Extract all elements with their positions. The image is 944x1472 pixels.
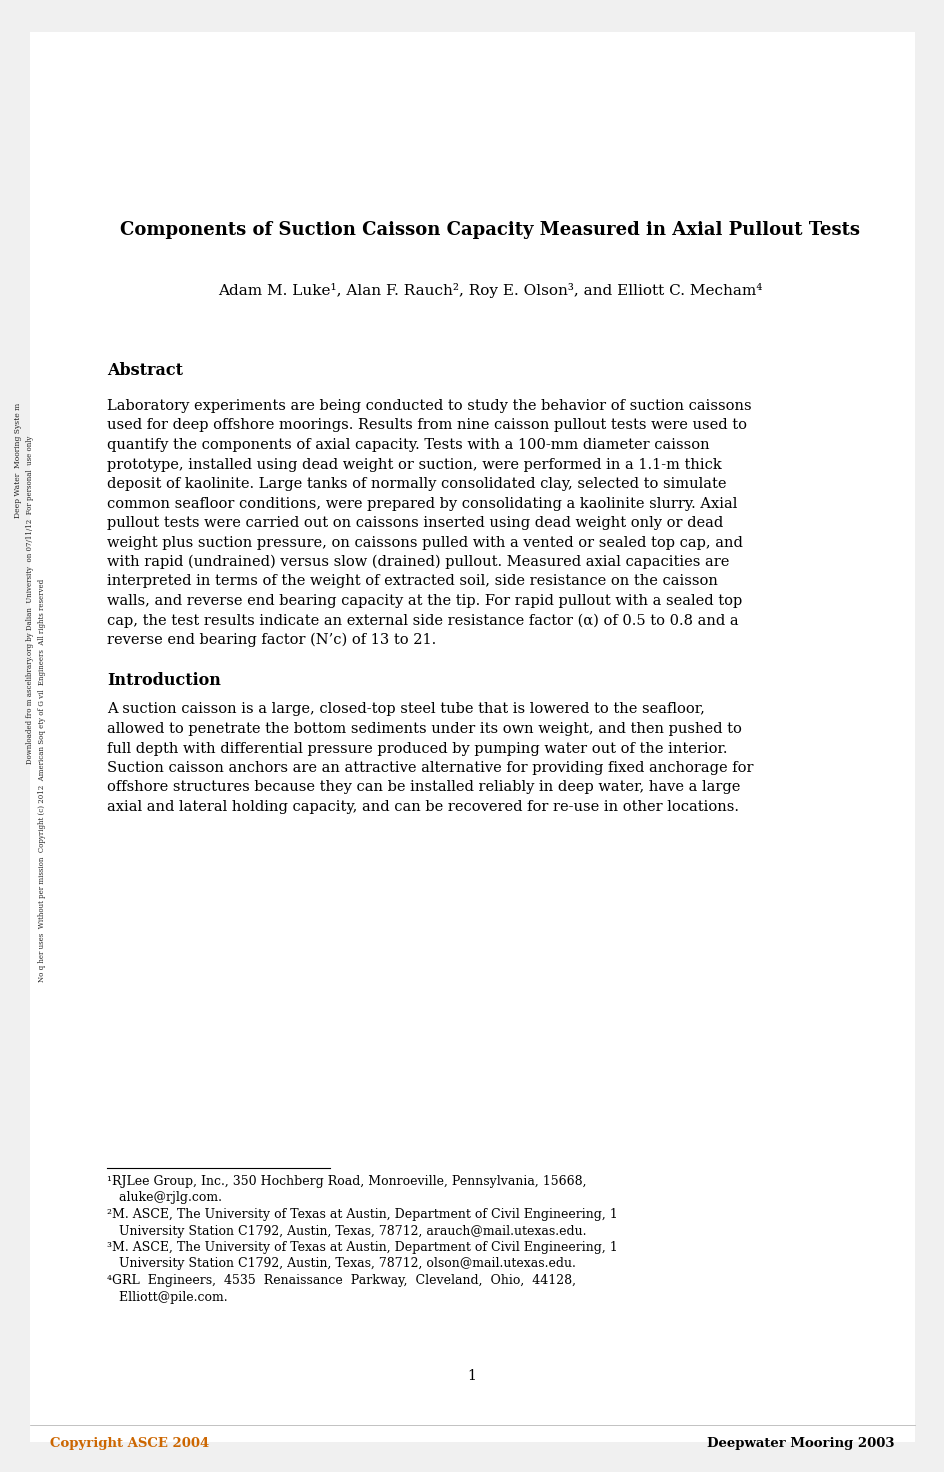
Text: University Station C1792, Austin, Texas, 78712, olson@mail.utexas.edu.: University Station C1792, Austin, Texas,… [107,1257,575,1270]
Text: Suction caisson anchors are an attractive alternative for providing fixed anchor: Suction caisson anchors are an attractiv… [107,761,752,774]
Text: walls, and reverse end bearing capacity at the tip. For rapid pullout with a sea: walls, and reverse end bearing capacity … [107,595,741,608]
Text: with rapid (undrained) versus slow (drained) pullout. Measured axial capacities : with rapid (undrained) versus slow (drai… [107,555,729,570]
Text: common seafloor conditions, were prepared by consolidating a kaolinite slurry. A: common seafloor conditions, were prepare… [107,496,736,511]
Text: ³M. ASCE, The University of Texas at Austin, Department of Civil Engineering, 1: ³M. ASCE, The University of Texas at Aus… [107,1241,617,1254]
Text: full depth with differential pressure produced by pumping water out of the inter: full depth with differential pressure pr… [107,742,727,755]
Text: deposit of kaolinite. Large tanks of normally consolidated clay, selected to sim: deposit of kaolinite. Large tanks of nor… [107,477,726,492]
Text: interpreted in terms of the weight of extracted soil, side resistance on the cai: interpreted in terms of the weight of ex… [107,574,717,589]
Text: ²M. ASCE, The University of Texas at Austin, Department of Civil Engineering, 1: ²M. ASCE, The University of Texas at Aus… [107,1209,617,1220]
Text: cap, the test results indicate an external side resistance factor (α) of 0.5 to : cap, the test results indicate an extern… [107,614,738,627]
Text: ¹RJLee Group, Inc., 350 Hochberg Road, Monroeville, Pennsylvania, 15668,: ¹RJLee Group, Inc., 350 Hochberg Road, M… [107,1175,586,1188]
Text: A suction caisson is a large, closed-top steel tube that is lowered to the seafl: A suction caisson is a large, closed-top… [107,702,704,717]
Text: used for deep offshore moorings. Results from nine caisson pullout tests were us: used for deep offshore moorings. Results… [107,418,746,433]
Text: Deepwater Mooring 2003: Deepwater Mooring 2003 [707,1437,894,1450]
Text: quantify the components of axial capacity. Tests with a 100-mm diameter caisson: quantify the components of axial capacit… [107,439,709,452]
Text: reverse end bearing factor (N’c) of 13 to 21.: reverse end bearing factor (N’c) of 13 t… [107,633,436,648]
Text: Introduction: Introduction [107,673,221,689]
Text: Copyright ASCE 2004: Copyright ASCE 2004 [50,1437,209,1450]
Text: Elliott@pile.com.: Elliott@pile.com. [107,1291,228,1304]
Text: aluke@rjlg.com.: aluke@rjlg.com. [107,1191,222,1204]
Text: Adam M. Luke¹, Alan F. Rauch², Roy E. Olson³, and Elliott C. Mecham⁴: Adam M. Luke¹, Alan F. Rauch², Roy E. Ol… [217,283,762,297]
Text: Laboratory experiments are being conducted to study the behavior of suction cais: Laboratory experiments are being conduct… [107,399,750,414]
Text: Downloaded fro m ascelibrary.org by Dalian  University  on 07/11/12  For persona: Downloaded fro m ascelibrary.org by Dali… [26,436,34,764]
Text: Components of Suction Caisson Capacity Measured in Axial Pullout Tests: Components of Suction Caisson Capacity M… [120,221,859,238]
Text: pullout tests were carried out on caissons inserted using dead weight only or de: pullout tests were carried out on caisso… [107,517,722,530]
Text: ⁴GRL  Engineers,  4535  Renaissance  Parkway,  Cleveland,  Ohio,  44128,: ⁴GRL Engineers, 4535 Renaissance Parkway… [107,1273,576,1287]
Text: offshore structures because they can be installed reliably in deep water, have a: offshore structures because they can be … [107,780,739,795]
Text: prototype, installed using dead weight or suction, were performed in a 1.1-m thi: prototype, installed using dead weight o… [107,458,721,471]
Text: weight plus suction pressure, on caissons pulled with a vented or sealed top cap: weight plus suction pressure, on caisson… [107,536,742,549]
Text: 1: 1 [467,1369,476,1384]
Text: axial and lateral holding capacity, and can be recovered for re-use in other loc: axial and lateral holding capacity, and … [107,799,738,814]
Text: University Station C1792, Austin, Texas, 78712, arauch@mail.utexas.edu.: University Station C1792, Austin, Texas,… [107,1225,586,1238]
Text: Abstract: Abstract [107,362,183,378]
Text: No q her uses  Without per mission  Copyright (c) 2012  American Soq ety of G vi: No q her uses Without per mission Copyri… [38,578,46,982]
Text: allowed to penetrate the bottom sediments under its own weight, and then pushed : allowed to penetrate the bottom sediment… [107,721,741,736]
Text: Deep Water  Mooring Syste m: Deep Water Mooring Syste m [14,402,22,518]
